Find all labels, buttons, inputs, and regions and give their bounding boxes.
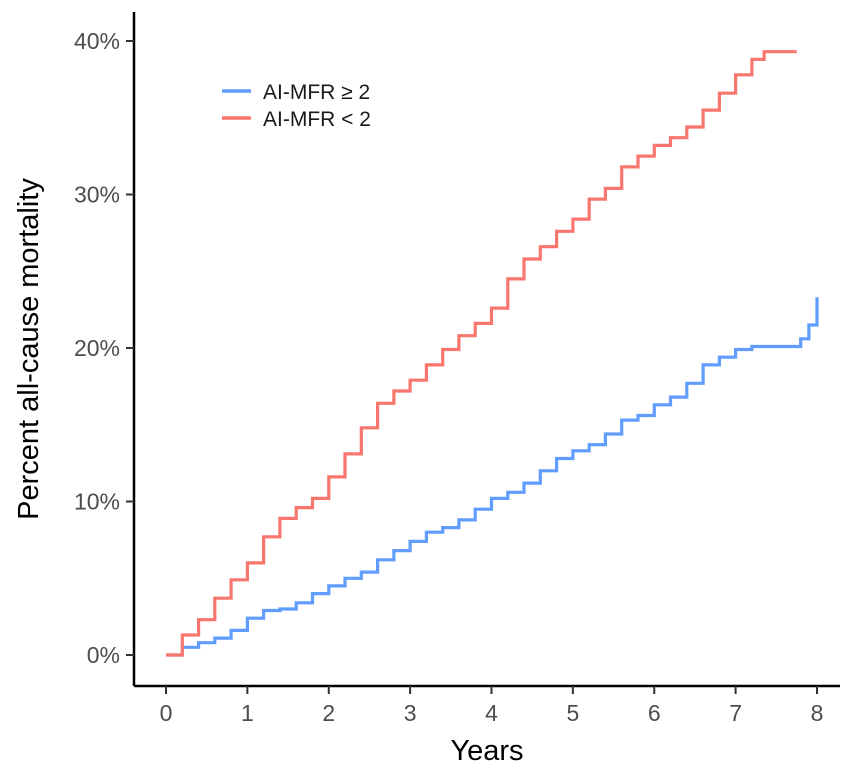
x-tick-label: 8 bbox=[811, 700, 824, 726]
y-tick-label: 0% bbox=[87, 642, 120, 668]
plot-area bbox=[166, 50, 819, 657]
legend: AI-MFR ≥ 2 AI-MFR < 2 bbox=[222, 81, 371, 131]
y-tick-label: 10% bbox=[74, 489, 120, 515]
x-tick-label: 7 bbox=[729, 700, 742, 726]
legend-label: AI-MFR < 2 bbox=[263, 108, 371, 131]
x-tick-label: 3 bbox=[404, 700, 417, 726]
y-axis-ticks: 0% 10% 20% 30% 40% bbox=[74, 28, 134, 668]
legend-label: AI-MFR ≥ 2 bbox=[263, 81, 370, 104]
series-line-mfr-low bbox=[166, 50, 797, 657]
x-axis-ticks: 0 1 2 3 4 5 6 7 8 bbox=[160, 686, 824, 726]
y-axis-title: Percent all-cause mortality bbox=[13, 178, 45, 520]
x-tick-label: 5 bbox=[566, 700, 579, 726]
x-tick-label: 2 bbox=[322, 700, 335, 726]
y-tick-label: 20% bbox=[74, 335, 120, 361]
x-tick-label: 1 bbox=[241, 700, 254, 726]
x-axis-title: Years bbox=[450, 735, 523, 767]
x-tick-label: 0 bbox=[160, 700, 173, 726]
x-tick-label: 4 bbox=[485, 700, 498, 726]
y-tick-label: 30% bbox=[74, 182, 120, 208]
x-tick-label: 6 bbox=[648, 700, 661, 726]
y-tick-label: 40% bbox=[74, 28, 120, 54]
series-line-mfr-high bbox=[166, 297, 819, 657]
